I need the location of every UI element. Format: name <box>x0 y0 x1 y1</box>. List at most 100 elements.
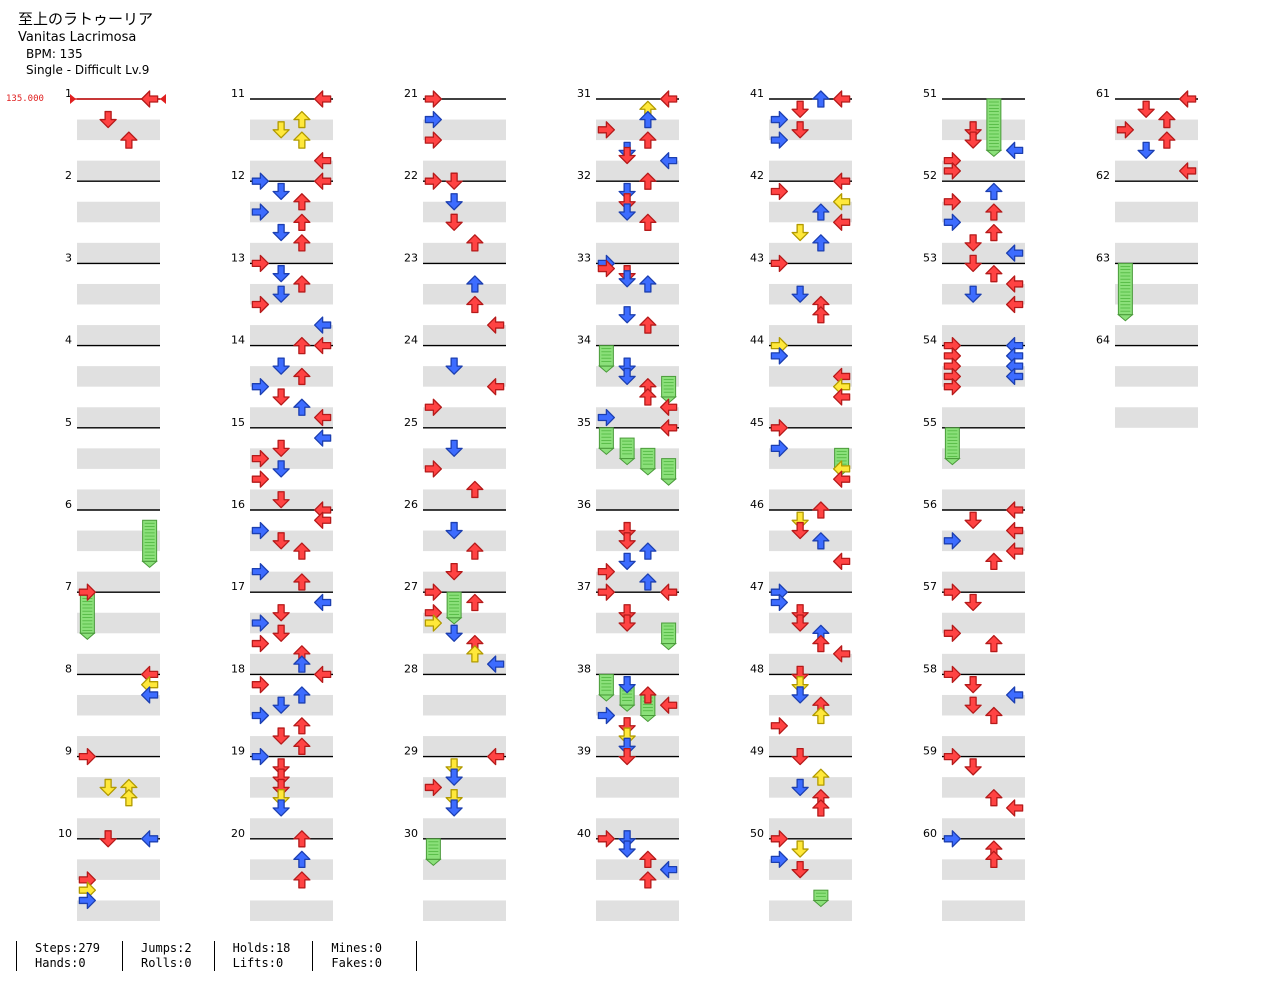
arrow-up-red <box>812 799 830 817</box>
arrow-down-red <box>618 604 636 622</box>
arrow-up-red <box>639 131 657 149</box>
arrow-down-yellow <box>791 511 809 529</box>
arrow-up-blue <box>639 110 657 129</box>
arrow-left-yellow <box>424 614 443 632</box>
arrow-down-yellow <box>791 676 809 694</box>
arrow-down-blue <box>618 737 636 755</box>
measure-number: 52 <box>923 169 937 182</box>
arrow-down-red <box>791 860 809 879</box>
arrow-right-red <box>832 388 851 406</box>
measure-stripe <box>769 818 852 839</box>
measure-number: 2 <box>65 169 72 182</box>
hold-tail <box>425 858 442 867</box>
measure-stripe <box>77 818 160 839</box>
measure-stripe <box>769 900 852 921</box>
arrow-down-blue <box>791 686 809 704</box>
arrow-left-red <box>943 162 962 180</box>
measure-number: 24 <box>404 334 418 347</box>
measure-stripe <box>1115 407 1198 428</box>
arrow-left-blue <box>770 593 789 612</box>
measure-stripe <box>769 366 852 387</box>
arrow-left-red <box>770 182 789 201</box>
measure-number: 18 <box>231 662 245 675</box>
arrow-right-blue <box>1005 141 1024 160</box>
arrow-left-red <box>597 830 616 848</box>
measure-stripe <box>942 694 1025 716</box>
arrow-down-red <box>964 254 982 273</box>
arrow-left-red <box>424 778 443 797</box>
arrow-up-red <box>985 634 1003 653</box>
hold-tail <box>639 468 657 476</box>
arrow-down-yellow <box>791 223 809 242</box>
measure-stripe <box>77 119 160 141</box>
measure-stripe <box>769 736 852 757</box>
stat-fakes: Fakes:0 <box>331 956 382 970</box>
measure-number: 62 <box>1096 169 1110 182</box>
measure-stripe <box>596 283 679 305</box>
arrow-down-blue <box>272 265 290 283</box>
measure-stripe <box>596 325 679 346</box>
bpm-change-marker <box>160 94 166 104</box>
measure-stripe <box>596 407 679 428</box>
arrow-up-red <box>293 336 311 355</box>
arrow-left-red <box>943 747 962 766</box>
measure-stripe <box>423 612 506 634</box>
measure-stripe <box>769 489 852 510</box>
arrow-down-yellow <box>791 840 809 858</box>
measure-number: 5 <box>65 416 72 429</box>
arrow-left-blue <box>251 378 270 396</box>
arrow-down-blue <box>791 285 809 303</box>
measure-stripe <box>769 530 852 552</box>
arrow-right-blue <box>140 830 159 848</box>
measure-stripe <box>77 694 160 716</box>
hold-tail <box>618 704 636 712</box>
arrow-down-blue <box>272 285 290 303</box>
arrow-down-red <box>618 146 636 165</box>
song-title: 至上のラトゥーリア <box>18 10 154 28</box>
arrow-up-blue <box>985 182 1003 201</box>
arrow-up-red <box>466 295 484 314</box>
measure-stripe <box>942 201 1025 223</box>
measure-stripe <box>423 900 506 921</box>
measure-number: 22 <box>404 169 418 182</box>
measure-stripe <box>250 777 333 798</box>
arrow-up-red <box>120 131 138 149</box>
measure-stripe <box>77 448 160 469</box>
measure-stripe <box>423 653 506 675</box>
arrow-up-red <box>466 234 484 252</box>
arrow-left-red <box>78 583 97 601</box>
arrow-down-red <box>964 121 982 139</box>
measure-stripe <box>250 489 333 510</box>
measure-stripe <box>250 448 333 469</box>
stat-holds: Holds:18 <box>232 941 291 955</box>
arrow-down-red <box>964 511 982 529</box>
arrow-right-red <box>659 398 678 416</box>
measure-stripe <box>77 283 160 305</box>
arrow-up-red <box>466 542 484 560</box>
measure-stripe <box>942 119 1025 141</box>
measure-number: 16 <box>231 498 245 511</box>
stats-group-holds: Holds:18 Lifts:0 <box>213 941 313 971</box>
arrow-up-red <box>639 388 657 406</box>
measure-number: 55 <box>923 416 937 429</box>
arrow-right-red <box>659 696 678 714</box>
arrow-up-blue <box>812 532 830 550</box>
arrow-down-blue <box>272 696 290 714</box>
measure-stripe <box>77 612 160 634</box>
measure-number: 54 <box>923 334 937 347</box>
arrow-up-red <box>1158 110 1176 129</box>
arrow-down-red <box>272 388 290 406</box>
measure-number: 20 <box>231 827 245 840</box>
arrow-up-red <box>293 830 311 848</box>
arrow-down-red <box>272 439 290 458</box>
arrow-up-yellow <box>293 131 311 149</box>
arrow-up-red <box>293 275 311 293</box>
arrow-down-red <box>791 121 809 139</box>
hold-tail <box>79 632 96 640</box>
measure-number: 49 <box>750 745 764 758</box>
arrow-right-red <box>659 583 678 601</box>
measure-number: 48 <box>750 662 764 675</box>
measure-stripe <box>1115 160 1198 182</box>
arrow-right-red <box>1005 799 1024 817</box>
